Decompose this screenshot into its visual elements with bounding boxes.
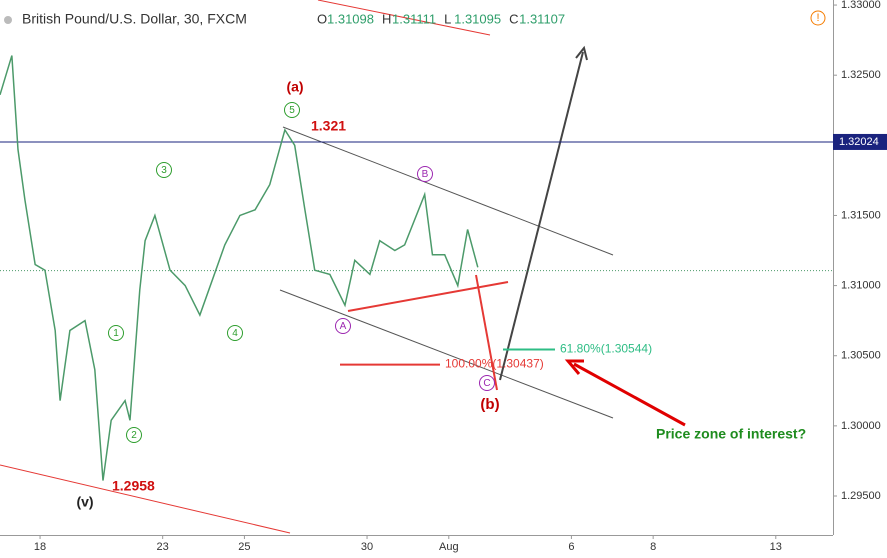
wave-circle (417, 166, 433, 182)
price-label: 1.32024 (839, 136, 879, 148)
triangle-line (347, 281, 509, 312)
channel-line (279, 289, 614, 419)
wave-label: 4 (232, 328, 238, 339)
chart-title: British Pound/U.S. Dollar, 30, FXCM (22, 11, 247, 27)
alert-icon-mark: ! (816, 12, 819, 24)
annotation: 1.321 (311, 118, 346, 134)
arrow-head (564, 359, 584, 375)
ohlc-value: 1.31111 (392, 11, 436, 26)
y-tick-label: 1.30500 (841, 350, 881, 362)
legend: British Pound/U.S. Dollar, 30, FXCM O 1.3… (4, 11, 565, 27)
annotation: 1.2958 (112, 478, 155, 494)
wave-label: 2 (131, 430, 137, 441)
trend-line (317, 0, 491, 36)
wave-circle (335, 318, 351, 334)
y-tick-label: 1.31500 (841, 209, 881, 221)
ohlc-value: 1.31098 (327, 11, 374, 26)
x-tick-label: 23 (157, 541, 169, 553)
annotation: (v) (76, 494, 93, 510)
price-line (0, 55, 479, 481)
wave-circle (108, 325, 124, 341)
ohlc-key: H (382, 11, 391, 26)
alert-icon[interactable] (810, 10, 826, 26)
wave-label: C (483, 378, 490, 389)
wave-circle (227, 325, 243, 341)
fib-label: 100.00%(1.30437) (445, 357, 544, 371)
ohlc-key: L (444, 11, 451, 26)
channel-line (282, 126, 614, 256)
ohlc-key: C (509, 11, 518, 26)
y-tick-label: 1.30000 (841, 420, 881, 432)
wave-label: B (422, 169, 429, 180)
x-tick-label: 6 (568, 541, 574, 553)
trend-line (0, 464, 291, 534)
annotation: (a) (286, 79, 303, 95)
ohlc-value: 1.31107 (519, 11, 565, 26)
ohlc-value: 1.31095 (454, 11, 501, 26)
y-tick-label: 1.29500 (841, 490, 881, 502)
legend-dot (4, 16, 12, 24)
ohlc-key: O (317, 11, 327, 26)
arrow-head (575, 45, 588, 61)
y-tick-label: 1.33000 (841, 0, 881, 11)
pointer-arrow (573, 362, 686, 427)
annotation: Price zone of interest? (656, 426, 806, 442)
y-tick-label: 1.31000 (841, 280, 881, 292)
wave-circle (479, 375, 495, 391)
x-tick-label: Aug (439, 541, 459, 553)
x-tick-label: 13 (770, 541, 782, 553)
wave-circle (126, 427, 142, 443)
wave-label: 1 (113, 328, 119, 339)
x-tick-label: 25 (238, 541, 250, 553)
x-tick-label: 18 (34, 541, 46, 553)
wave-label: A (340, 321, 347, 332)
x-tick-label: 30 (361, 541, 373, 553)
wave-label: 5 (289, 105, 295, 116)
fib-label: 61.80%(1.30544) (560, 342, 652, 356)
price-label-box (833, 133, 887, 150)
wave-circle (156, 162, 172, 178)
x-tick-label: 8 (650, 541, 656, 553)
y-tick-label: 1.32500 (841, 69, 881, 81)
projection-arrow (499, 51, 584, 381)
annotation: (b) (480, 396, 499, 413)
wave-circle (284, 102, 300, 118)
wave-line (475, 274, 498, 391)
wave-label: 3 (161, 165, 167, 176)
